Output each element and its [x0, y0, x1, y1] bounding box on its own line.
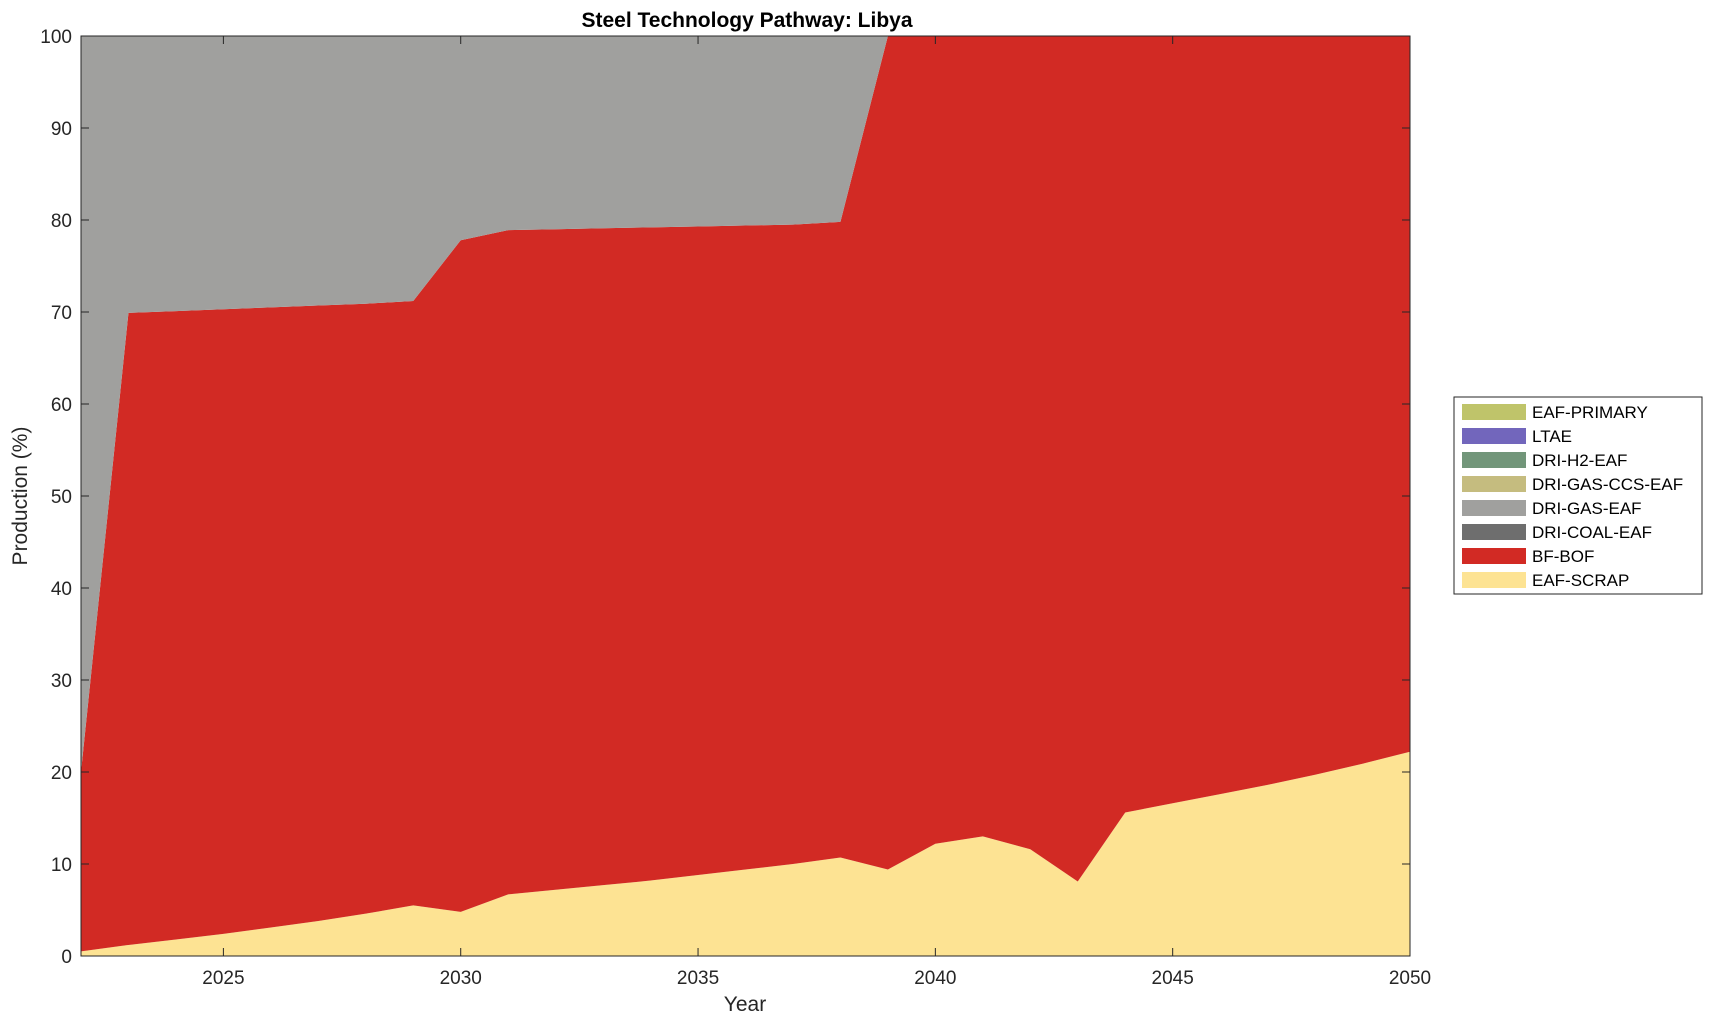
- legend-swatch-dri-gas-ccs-eaf: [1462, 476, 1526, 492]
- y-tick-label: 20: [51, 763, 72, 784]
- x-tick-label: 2025: [202, 968, 244, 989]
- legend-label-ltae: LTAE: [1532, 427, 1572, 446]
- y-tick-label: 100: [40, 27, 72, 48]
- y-tick-label: 80: [51, 211, 72, 232]
- legend-label-dri-gas-eaf: DRI-GAS-EAF: [1532, 499, 1642, 518]
- y-axis-label: Production (%): [9, 427, 32, 566]
- legend-swatch-dri-h2-eaf: [1462, 452, 1526, 468]
- legend-label-eaf-primary: EAF-PRIMARY: [1532, 403, 1648, 422]
- x-tick-label: 2050: [1389, 968, 1431, 989]
- x-tick-label: 2035: [677, 968, 719, 989]
- legend-label-dri-h2-eaf: DRI-H2-EAF: [1532, 451, 1627, 470]
- y-axis-ticks: 0 10 20 30 40 50 60 70 80 90 100: [40, 27, 1410, 968]
- area-series-group: [81, 36, 1410, 956]
- x-axis-label: Year: [724, 993, 766, 1016]
- legend-label-bf-bof: BF-BOF: [1532, 547, 1594, 566]
- y-tick-label: 60: [51, 395, 72, 416]
- legend-swatch-bf-bof: [1462, 548, 1526, 564]
- chart-title: Steel Technology Pathway: Libya: [581, 9, 912, 32]
- x-axis-ticks: 2025 2030 2035 2040 2045 2050: [202, 36, 1431, 989]
- legend-label-dri-coal-eaf: DRI-COAL-EAF: [1532, 523, 1652, 542]
- y-tick-label: 30: [51, 671, 72, 692]
- y-tick-label: 90: [51, 119, 72, 140]
- y-tick-label: 50: [51, 487, 72, 508]
- legend-swatch-eaf-primary: [1462, 404, 1526, 420]
- legend-swatch-dri-coal-eaf: [1462, 524, 1526, 540]
- x-tick-label: 2030: [440, 968, 482, 989]
- x-tick-label: 2040: [914, 968, 956, 989]
- legend-label-dri-gas-ccs-eaf: DRI-GAS-CCS-EAF: [1532, 475, 1683, 494]
- y-tick-label: 70: [51, 303, 72, 324]
- area-eaf-scrap: [81, 751, 1410, 956]
- legend-swatch-eaf-scrap: [1462, 572, 1526, 588]
- legend: EAF-PRIMARY LTAE DRI-H2-EAF DRI-GAS-CCS-EAF…: [1453, 396, 1703, 595]
- x-tick-label: 2045: [1152, 968, 1194, 989]
- y-tick-label: 0: [61, 947, 72, 968]
- legend-swatch-dri-gas-eaf: [1462, 500, 1526, 516]
- legend-swatch-ltae: [1462, 428, 1526, 444]
- area-dri-gas-eaf: [81, 36, 1410, 772]
- y-tick-label: 40: [51, 579, 72, 600]
- legend-label-eaf-scrap: EAF-SCRAP: [1532, 571, 1629, 590]
- area-bf-bof: [81, 36, 1410, 952]
- y-tick-label: 10: [51, 855, 72, 876]
